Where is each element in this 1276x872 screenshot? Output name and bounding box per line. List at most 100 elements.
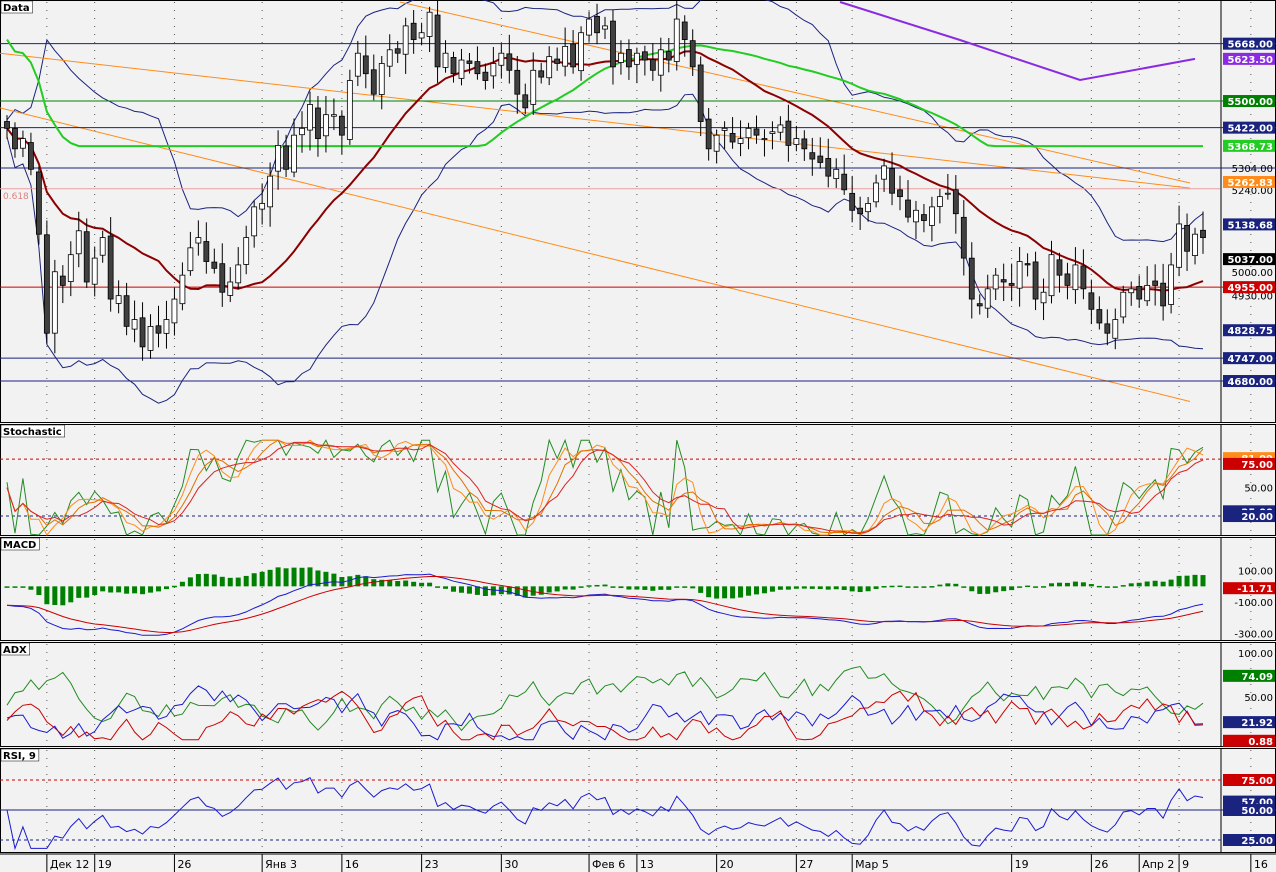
axis-value-tag-label: 20.00 — [1241, 512, 1273, 523]
macd-histogram-bar — [650, 586, 656, 591]
axis-value-tag — [1223, 52, 1275, 65]
macd-histogram-bar — [777, 586, 783, 590]
macd-histogram-bar — [275, 567, 281, 587]
candle — [578, 32, 584, 72]
macd-histogram-bar — [1009, 586, 1015, 591]
axis-value-tag — [1223, 139, 1275, 152]
candle — [944, 192, 951, 195]
macd-histogram-bar — [307, 567, 313, 587]
x-axis-label: Дек 12 — [50, 858, 90, 871]
candle — [618, 52, 624, 63]
macd-histogram-bar — [666, 586, 672, 590]
adx-pane — [6, 665, 1204, 741]
axis-value-tag — [1223, 457, 1275, 470]
macd-histogram-bar — [411, 581, 417, 587]
axis-value-tag-label: 5138.68 — [1227, 220, 1273, 231]
candle — [123, 295, 130, 327]
macd-histogram-bar — [682, 586, 688, 588]
candle — [498, 52, 505, 66]
axis-value-tag — [1223, 253, 1275, 266]
adx-line — [6, 665, 1204, 732]
candle — [1096, 309, 1103, 324]
macd-histogram-bar — [163, 586, 169, 590]
axis-tick-label: 5240.00 — [1232, 186, 1273, 197]
candle — [697, 64, 704, 122]
macd-histogram-bar — [570, 586, 576, 590]
candle — [1144, 285, 1151, 302]
candle — [466, 60, 473, 64]
macd-histogram-bar — [761, 586, 767, 594]
candle — [761, 138, 768, 140]
macd-histogram-bar — [76, 586, 82, 598]
macd-histogram-bar — [530, 586, 536, 596]
trend-channel-line — [0, 107, 1191, 402]
candle — [59, 275, 66, 286]
macd-histogram-bar — [435, 586, 441, 588]
candle — [968, 257, 975, 300]
candle — [283, 145, 289, 170]
candle — [594, 15, 600, 34]
macd-histogram-bar — [961, 586, 967, 588]
candle — [1152, 280, 1159, 286]
axis-value-tag — [1223, 37, 1275, 50]
macd-histogram-bar — [4, 586, 10, 588]
candle — [482, 71, 489, 81]
candle — [960, 216, 967, 259]
macd-histogram-bar — [466, 586, 472, 594]
macd-histogram-bar — [148, 586, 154, 593]
candle — [649, 59, 656, 71]
macd-histogram-bar — [395, 581, 401, 587]
candle — [235, 264, 242, 284]
macd-histogram-bar — [905, 586, 911, 588]
candle — [211, 261, 218, 269]
candle — [626, 49, 632, 68]
axis-tick-label: 100.00 — [1238, 649, 1273, 660]
rsi-line — [6, 777, 1204, 851]
candle — [307, 104, 313, 131]
axis-value-tag — [1223, 834, 1275, 846]
axis-value-tag-label: 75.00 — [1241, 776, 1273, 787]
macd-histogram-bar — [379, 579, 385, 587]
macd-histogram-bar — [132, 586, 138, 594]
macd-histogram-bar — [514, 586, 520, 596]
candle — [474, 61, 481, 75]
macd-histogram-bar — [1064, 582, 1070, 587]
candle — [1176, 223, 1182, 268]
macd-histogram-bar — [315, 570, 321, 587]
pane-title-box — [0, 748, 40, 762]
macd-histogram-bar — [1033, 586, 1039, 588]
candle — [705, 118, 712, 150]
candle — [331, 114, 337, 117]
macd-histogram-bar — [554, 586, 560, 592]
macd-histogram-bar — [746, 586, 752, 596]
candle — [362, 55, 369, 75]
axis-value-tag-label: 5422.00 — [1227, 124, 1273, 135]
macd-histogram-bar — [945, 583, 951, 587]
axis-tick-label: 50.00 — [1244, 693, 1273, 704]
macd-histogram-bar — [371, 579, 377, 587]
candle — [227, 281, 234, 296]
macd-histogram-bar — [36, 586, 42, 595]
candle — [35, 171, 42, 235]
candle — [12, 128, 18, 150]
macd-histogram-bar — [817, 586, 823, 589]
candle — [1064, 273, 1071, 286]
axis-value-tag-label: 5668.00 — [1227, 40, 1273, 51]
macd-histogram-bar — [698, 586, 704, 593]
axis-value-tag-label: 4747.00 — [1227, 354, 1273, 365]
macd-histogram-bar — [674, 586, 680, 588]
candle — [67, 254, 74, 282]
x-axis-label: 20 — [720, 858, 734, 871]
macd-histogram-bar — [347, 576, 353, 587]
macd-histogram-bar — [195, 574, 201, 587]
x-axis-label: 27 — [799, 858, 813, 871]
pane-title-box — [0, 642, 30, 656]
macd-histogram-bar — [52, 586, 58, 606]
candle — [1184, 224, 1190, 252]
macd-histogram-bar — [490, 586, 496, 596]
candle — [1112, 319, 1119, 339]
macd-histogram-bar — [913, 586, 919, 588]
macd-histogram-bar — [801, 586, 807, 589]
macd-histogram-bar — [753, 586, 759, 595]
macd-histogram-bar — [243, 575, 249, 587]
